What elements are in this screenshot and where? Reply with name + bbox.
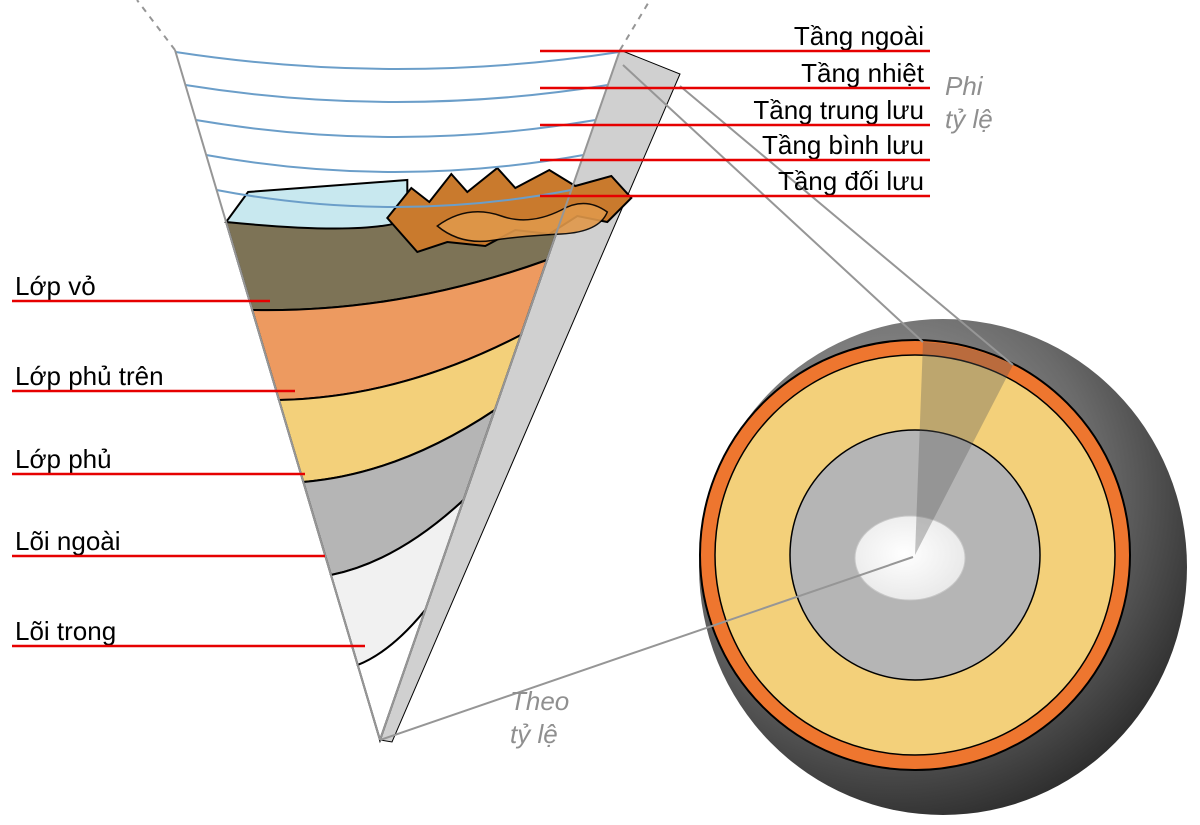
scale-note-to: Theo: [510, 686, 569, 716]
atmosphere-label: Tầng nhiệt: [801, 58, 925, 88]
atmosphere-arc: [176, 52, 620, 69]
atmosphere-label: Tầng trung lưu: [753, 95, 924, 125]
globe-to-scale: [699, 319, 1187, 815]
atmosphere-arc: [196, 120, 596, 137]
scale-note-not: tỷ lệ: [945, 104, 993, 134]
scale-note-not: Phi: [945, 71, 984, 101]
diagram-canvas: Lớp vỏ Lớp phủ trên Lớp phủ Lõi ngoài Lõi tr…: [0, 0, 1200, 825]
earth-layer-label: Lớp vỏ: [15, 271, 96, 301]
earth-layer-label: Lớp phủ: [15, 444, 112, 474]
earth-layer-label: Lớp phủ trên: [15, 361, 164, 391]
atmosphere-label: Tầng ngoài: [794, 21, 924, 51]
scale-note-to: tỷ lệ: [510, 719, 558, 749]
earth-layer-label: Lõi ngoài: [15, 526, 121, 556]
wedge-cross-section: [137, 0, 680, 742]
atmosphere-label: Tầng đối lưu: [778, 166, 924, 196]
atmosphere-arc: [206, 155, 583, 172]
atmosphere-label: Tầng bình lưu: [762, 130, 924, 160]
earth-layer-label: Lõi trong: [15, 616, 116, 646]
